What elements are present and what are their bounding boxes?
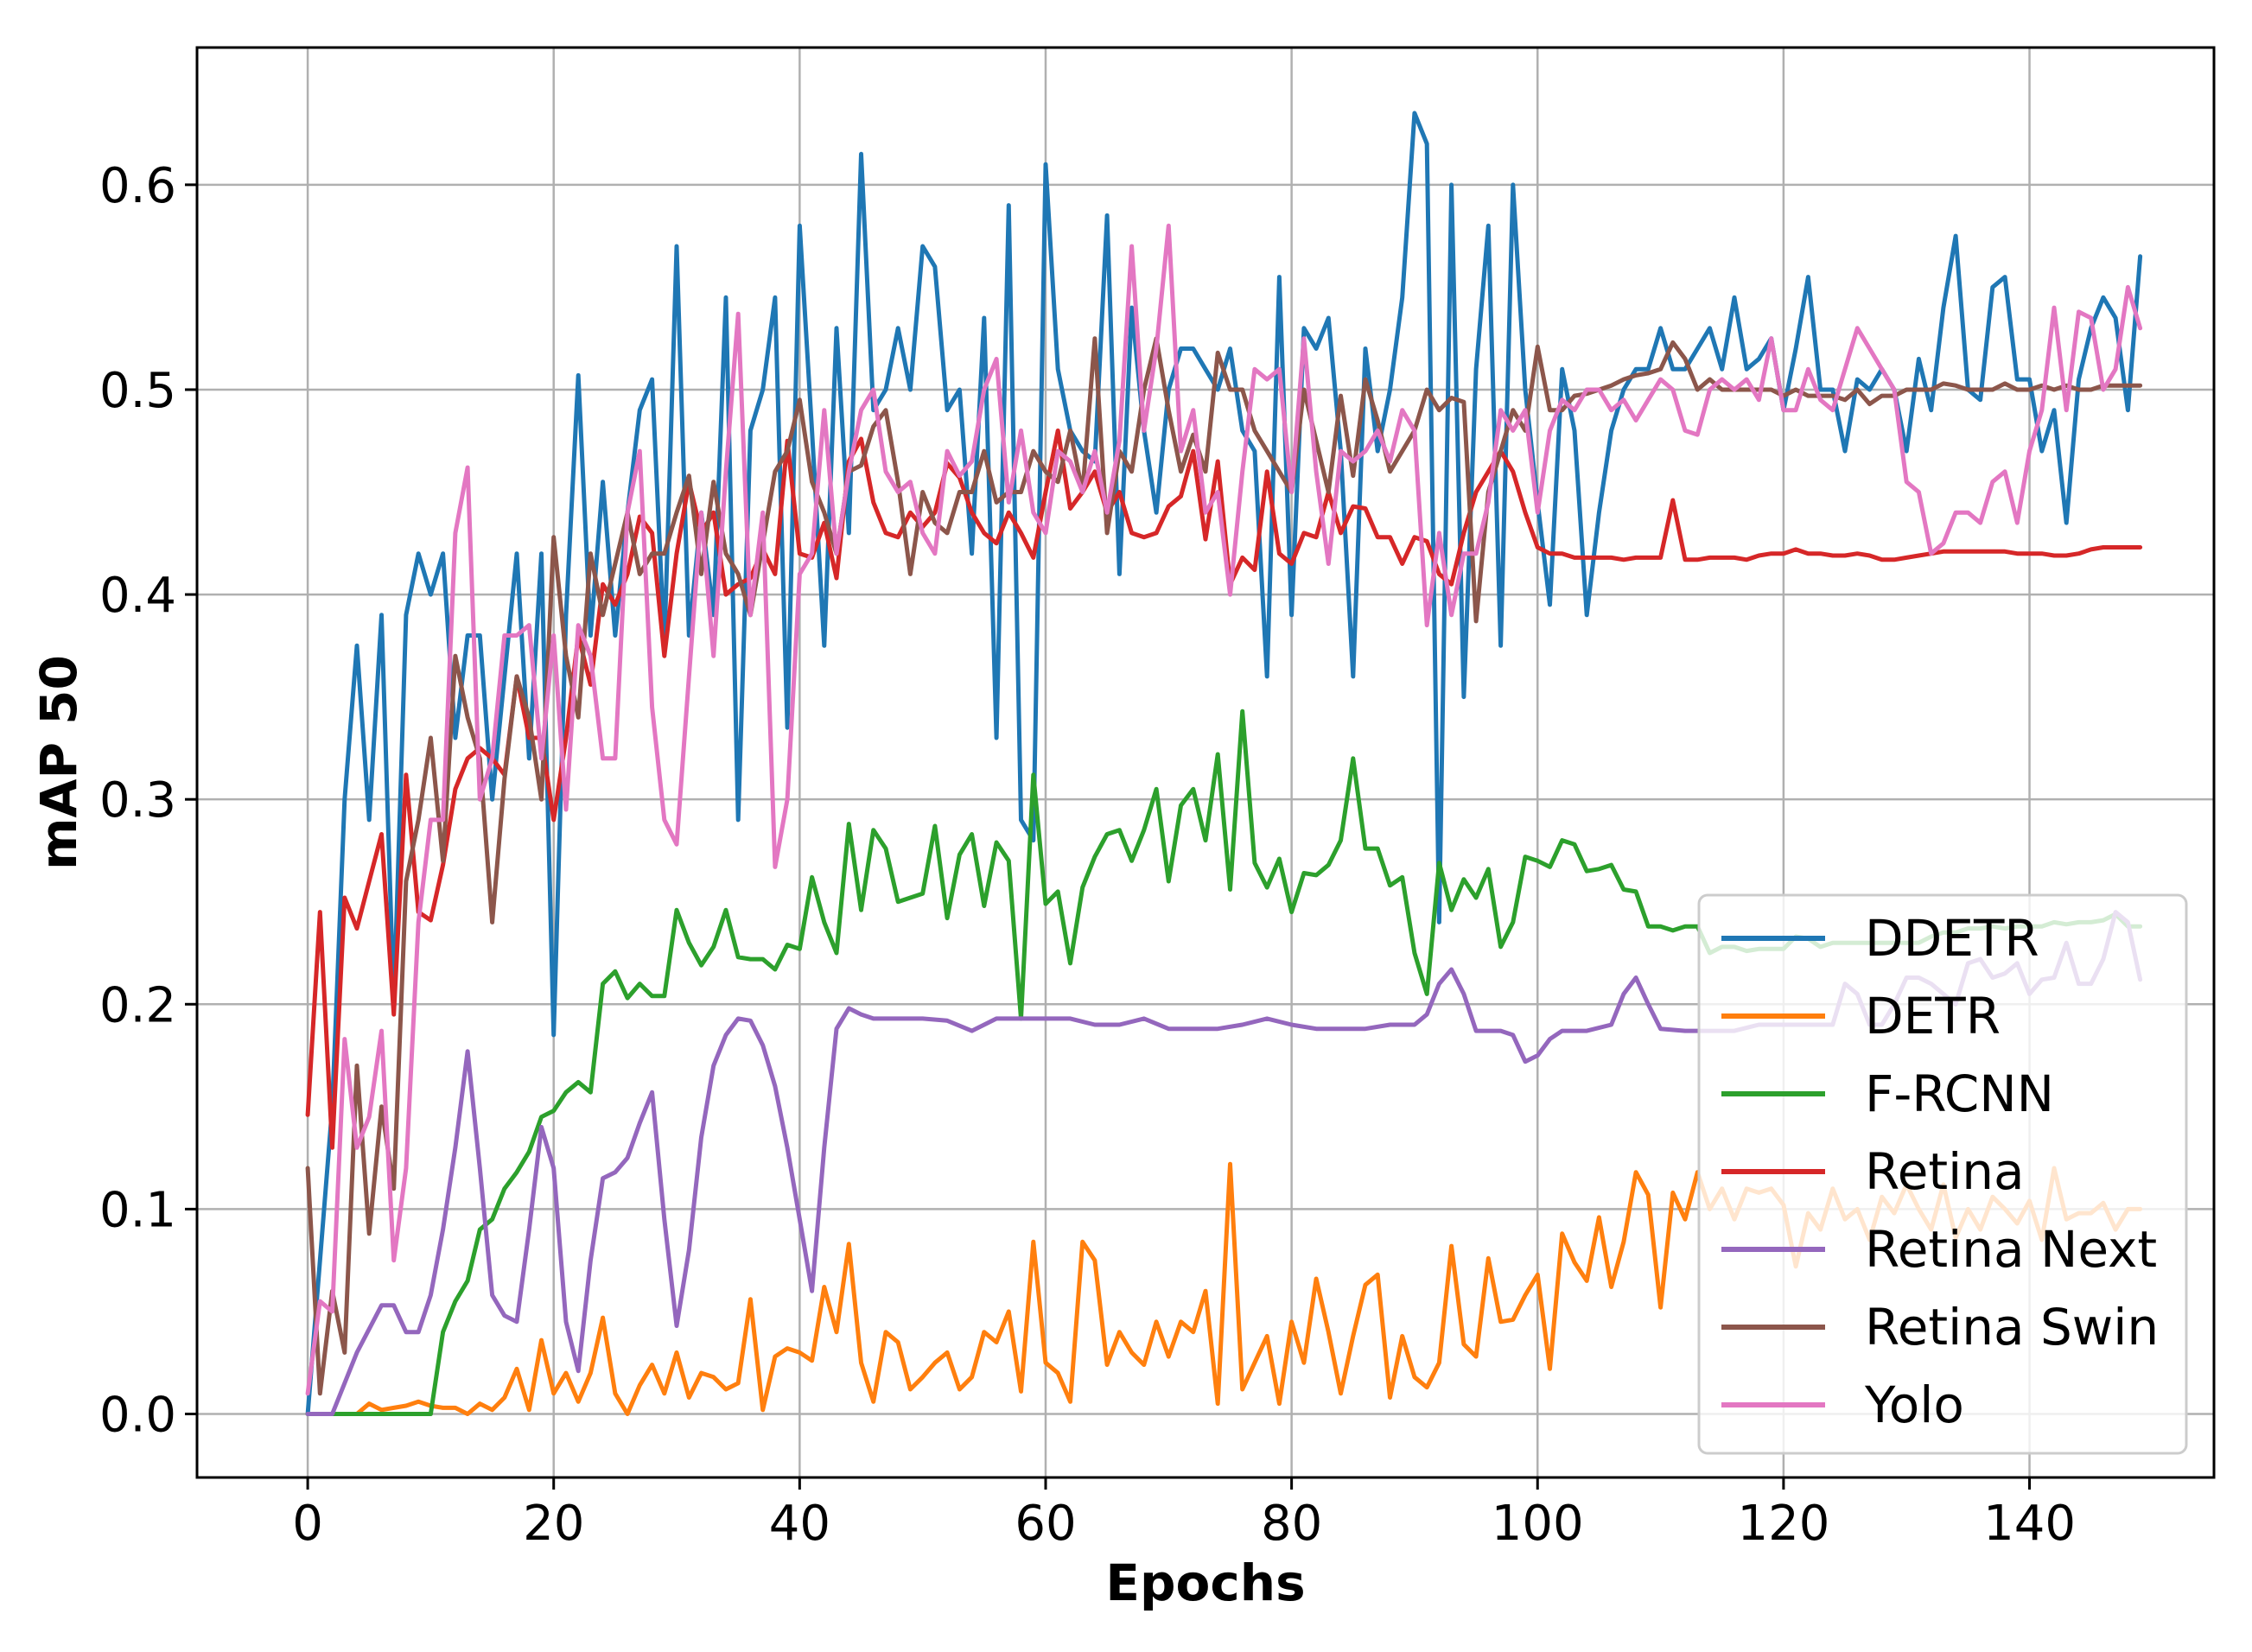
legend-label-retina-next: Retina Next xyxy=(1865,1220,2157,1279)
y-tick-label: 0.3 xyxy=(99,772,176,829)
legend-label-detr: DETR xyxy=(1865,987,2001,1045)
x-tick-label: 80 xyxy=(1261,1496,1322,1552)
y-tick-label: 0.4 xyxy=(99,568,176,624)
legend-label-ddetr: DDETR xyxy=(1865,909,2039,968)
series-line-retina xyxy=(305,428,2143,1150)
x-tick-label: 100 xyxy=(1492,1496,1584,1552)
x-tick-label: 120 xyxy=(1737,1496,1829,1552)
axis-ticks: 0 20 40 60 80 100 120 140 0.0 0.1 0.2 0.3 0.4 0.5 0.6 xyxy=(99,158,2076,1552)
x-axis-label: Epochs xyxy=(1105,1554,1305,1612)
x-tick-label: 0 xyxy=(292,1496,323,1552)
series-line-yolo xyxy=(305,223,2143,1396)
x-tick-label: 40 xyxy=(769,1496,830,1552)
y-tick-label: 0.5 xyxy=(99,363,176,419)
legend-box xyxy=(1697,893,2188,1455)
legend-label-f-rcnn: F-RCNN xyxy=(1865,1064,2054,1123)
x-tick-label: 20 xyxy=(523,1496,584,1552)
x-tick-label: 140 xyxy=(1983,1496,2076,1552)
legend: DDETR DETR F-RCNN Retina Retina Next Retina S… xyxy=(1697,893,2188,1455)
x-tick-label: 60 xyxy=(1015,1496,1076,1552)
y-tick-label: 0.2 xyxy=(99,977,176,1033)
plot-frame xyxy=(195,46,2216,1479)
legend-label-retina-swin: Retina Swin xyxy=(1865,1298,2159,1357)
y-tick-label: 0.0 xyxy=(99,1387,176,1443)
y-tick-label: 0.6 xyxy=(99,158,176,214)
y-axis-label: mAP 50 xyxy=(29,655,88,870)
y-tick-label: 0.1 xyxy=(99,1182,176,1238)
legend-label-retina: Retina xyxy=(1865,1142,2025,1201)
legend-label-yolo: Yolo xyxy=(1864,1376,1964,1434)
